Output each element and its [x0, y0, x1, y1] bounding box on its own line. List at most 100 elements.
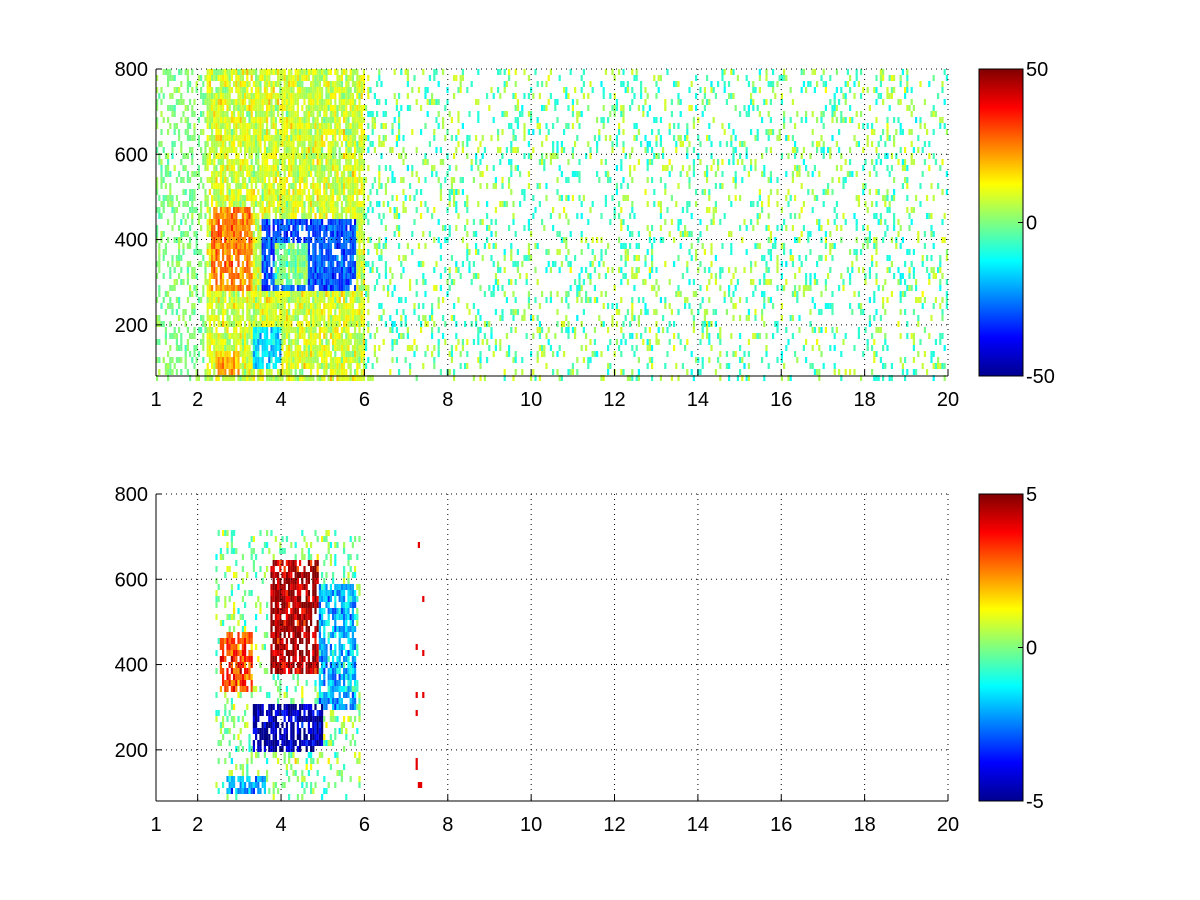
- heatmap-cell: [259, 297, 262, 303]
- heatmap-cell: [349, 219, 352, 225]
- heatmap-cell: [631, 297, 634, 303]
- heatmap-cell: [189, 123, 192, 129]
- heatmap-cell: [213, 147, 216, 153]
- heatmap-cell: [235, 357, 238, 363]
- heatmap-cell: [307, 123, 310, 129]
- heatmap-cell: [321, 237, 324, 243]
- heatmap-cell: [316, 183, 319, 189]
- heatmap-cell: [305, 321, 308, 327]
- heatmap-cell: [334, 207, 337, 213]
- heatmap-cell: [235, 333, 238, 339]
- heatmap-cell: [305, 225, 308, 231]
- heatmap-cell: [257, 189, 260, 195]
- heatmap-cell: [288, 303, 291, 309]
- heatmap-cell: [222, 297, 225, 303]
- heatmap-cell: [629, 105, 632, 111]
- heatmap-cell: [389, 267, 392, 273]
- heatmap-cell: [261, 183, 264, 189]
- heatmap-cell: [538, 183, 541, 189]
- heatmap-cell: [367, 207, 370, 213]
- heatmap-cell: [169, 303, 172, 309]
- heatmap-cell: [252, 189, 255, 195]
- heatmap-cell: [338, 153, 341, 159]
- heatmap-cell: [197, 117, 200, 123]
- heatmap-cell: [587, 243, 590, 249]
- heatmap-cell: [228, 285, 231, 291]
- heatmap-cell: [609, 111, 612, 117]
- heatmap-cell: [217, 345, 220, 351]
- heatmap-cell: [206, 291, 209, 297]
- heatmap-cell: [244, 69, 247, 75]
- heatmap-cell: [255, 333, 258, 339]
- heatmap-cell: [182, 99, 185, 105]
- heatmap-cell: [224, 267, 227, 273]
- heatmap-cell: [277, 219, 280, 225]
- heatmap-cell: [574, 333, 577, 339]
- heatmap-cell: [252, 369, 255, 375]
- heatmap-cell: [204, 375, 207, 381]
- heatmap-cell: [237, 93, 240, 99]
- heatmap-cell: [217, 315, 220, 321]
- heatmap-cell: [354, 351, 357, 357]
- heatmap-cell: [354, 375, 357, 381]
- heatmap-cell: [376, 111, 379, 117]
- heatmap-cell: [492, 183, 495, 189]
- heatmap-cell: [600, 81, 603, 87]
- heatmap-cell: [406, 93, 409, 99]
- heatmap-cell: [301, 81, 304, 87]
- heatmap-cell: [329, 81, 332, 87]
- heatmap-cell: [668, 129, 671, 135]
- heatmap-cell: [358, 243, 361, 249]
- heatmap-cell: [186, 105, 189, 111]
- heatmap-cell: [219, 87, 222, 93]
- heatmap-cell: [318, 99, 321, 105]
- heatmap-cell: [347, 159, 350, 165]
- heatmap-cell: [620, 351, 623, 357]
- heatmap-cell: [211, 351, 214, 357]
- heatmap-cell: [257, 153, 260, 159]
- heatmap-cell: [270, 375, 273, 381]
- heatmap-cell: [219, 177, 222, 183]
- heatmap-cell: [257, 261, 260, 267]
- heatmap-cell: [439, 255, 442, 261]
- heatmap-cell: [226, 69, 229, 75]
- heatmap-cell: [290, 249, 293, 255]
- heatmap-cell: [164, 69, 167, 75]
- heatmap-cell: [327, 261, 330, 267]
- heatmap-cell: [292, 195, 295, 201]
- heatmap-cell: [545, 363, 548, 369]
- heatmap-cell: [215, 255, 218, 261]
- heatmap-cell: [301, 117, 304, 123]
- heatmap-cell: [318, 147, 321, 153]
- heatmap-cell: [646, 147, 649, 153]
- heatmap-cell: [288, 237, 291, 243]
- heatmap-cell: [395, 357, 398, 363]
- heatmap-cell: [620, 225, 623, 231]
- heatmap-cell: [270, 333, 273, 339]
- heatmap-cell: [549, 345, 552, 351]
- heatmap-cell: [266, 231, 269, 237]
- heatmap-cell: [288, 195, 291, 201]
- heatmap-cell: [246, 213, 249, 219]
- heatmap-cell: [255, 339, 258, 345]
- heatmap-cell: [316, 177, 319, 183]
- heatmap-cell: [288, 171, 291, 177]
- heatmap-cell: [314, 273, 317, 279]
- heatmap-cell: [525, 255, 528, 261]
- heatmap-cell: [585, 153, 588, 159]
- heatmap-cell: [255, 315, 258, 321]
- heatmap-cell: [215, 345, 218, 351]
- heatmap-cell: [266, 129, 269, 135]
- heatmap-cell: [670, 165, 673, 171]
- heatmap-cell: [338, 375, 341, 381]
- heatmap-cell: [279, 207, 282, 213]
- heatmap-cell: [270, 351, 273, 357]
- heatmap-cell: [283, 327, 286, 333]
- heatmap-cell: [305, 105, 308, 111]
- heatmap-cell: [222, 111, 225, 117]
- heatmap-cell: [362, 129, 365, 135]
- heatmap-cell: [323, 255, 326, 261]
- heatmap-cell: [288, 375, 291, 381]
- heatmap-cell: [343, 321, 346, 327]
- heatmap-cell: [362, 369, 365, 375]
